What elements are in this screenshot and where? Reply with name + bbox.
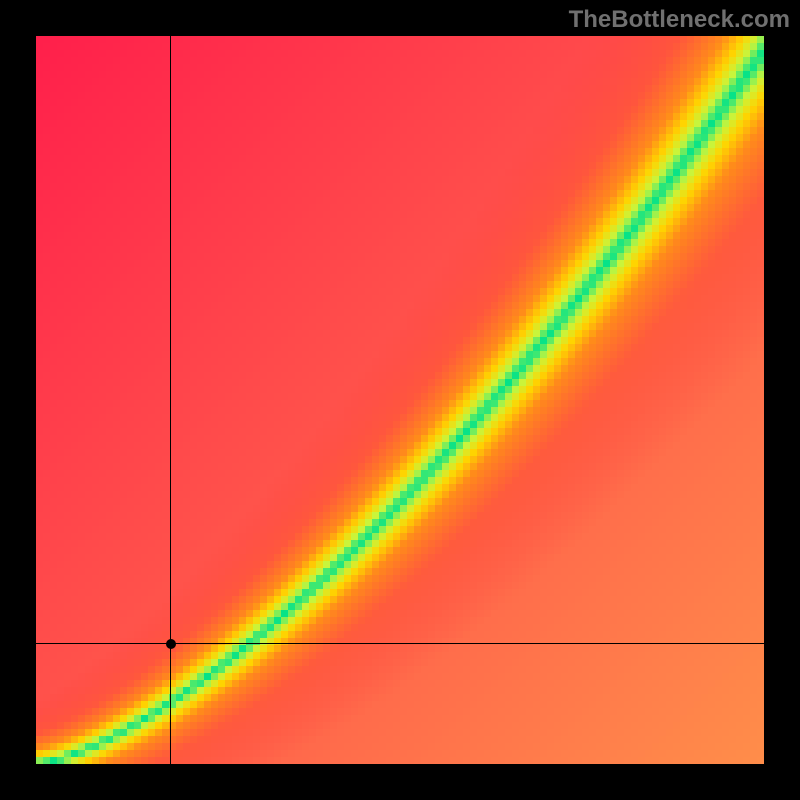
heatmap-canvas — [36, 36, 764, 764]
crosshair-marker — [166, 639, 176, 649]
crosshair-vertical — [170, 36, 171, 764]
crosshair-horizontal — [36, 643, 764, 644]
watermark-text: TheBottleneck.com — [569, 6, 790, 34]
